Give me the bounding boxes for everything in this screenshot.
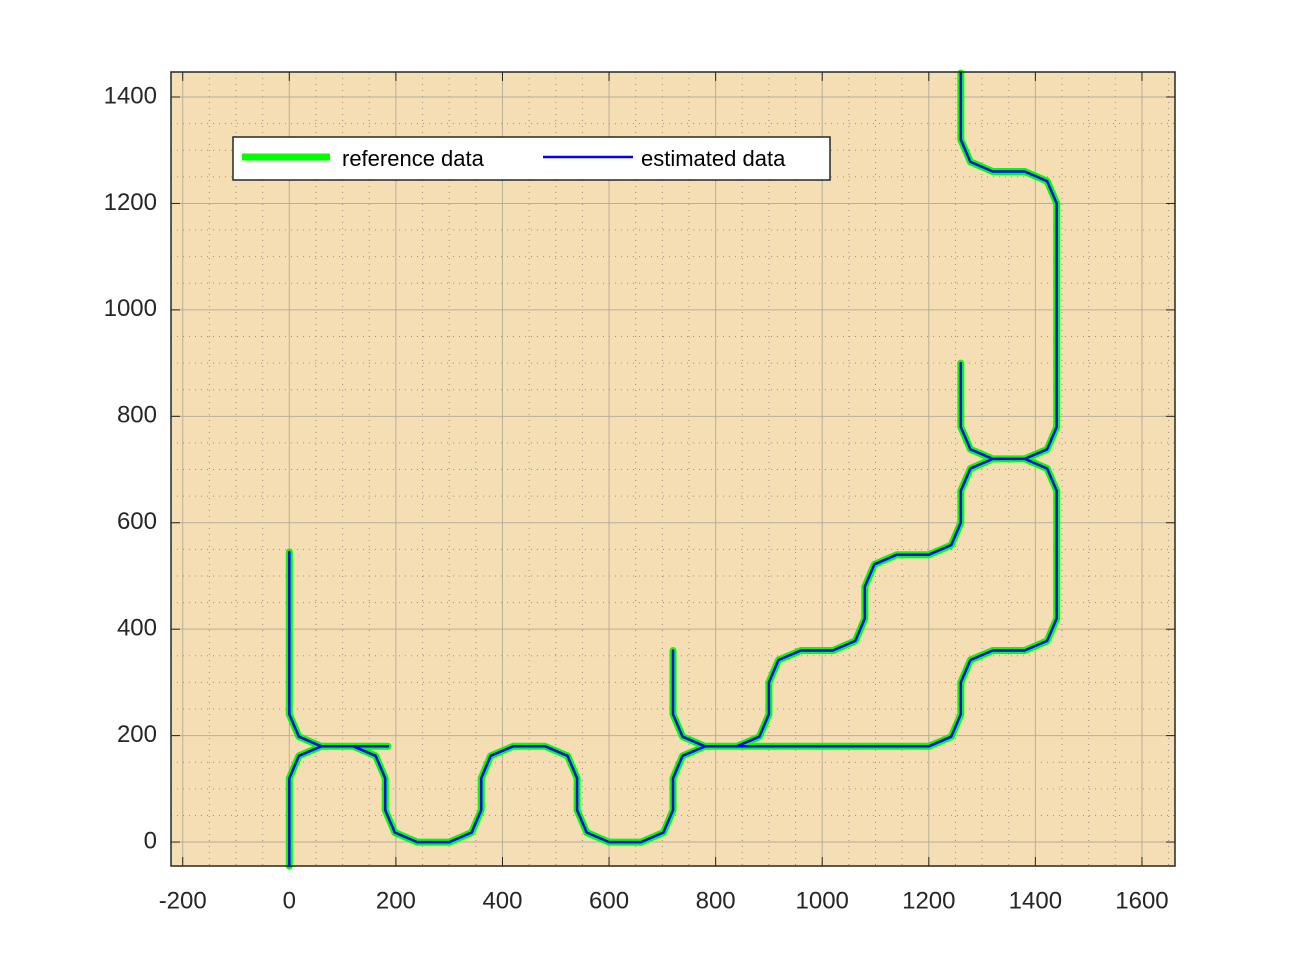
y-tick-label: 200 [117, 721, 157, 748]
y-tick-label: 1000 [104, 295, 157, 322]
plot-area [171, 72, 1175, 866]
x-tick-label: 1600 [1115, 887, 1168, 914]
x-tick-label: 0 [283, 887, 296, 914]
x-tick-label: 1000 [796, 887, 849, 914]
x-tick-label: 200 [376, 887, 416, 914]
y-tick-label: 600 [117, 508, 157, 535]
x-tick-label: -200 [159, 887, 207, 914]
plot-frame [170, 71, 1176, 867]
legend-label: reference data [342, 146, 485, 171]
y-tick-label: 1200 [104, 189, 157, 216]
x-tick-label: 800 [696, 887, 736, 914]
x-tick-label: 1400 [1009, 887, 1062, 914]
x-tick-label: 400 [482, 887, 522, 914]
y-tick-label: 400 [117, 615, 157, 642]
y-tick-label: 800 [117, 402, 157, 429]
x-tick-label: 1200 [902, 887, 955, 914]
legend-label: estimated data [641, 146, 786, 171]
legend: reference data estimated data [232, 136, 831, 181]
y-tick-label: 0 [144, 827, 157, 854]
series-line [288, 71, 1058, 868]
legend-box [232, 136, 831, 181]
x-tick-label: 600 [589, 887, 629, 914]
y-tick-label: 1400 [104, 82, 157, 109]
